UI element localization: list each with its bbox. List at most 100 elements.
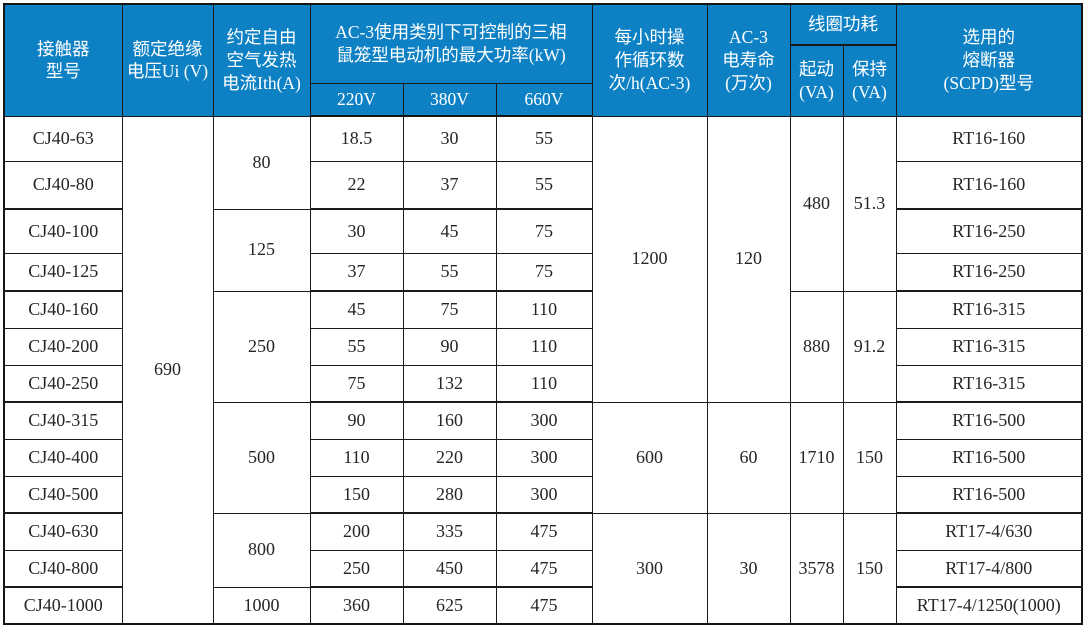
cell-kw380: 75 bbox=[402, 290, 497, 329]
cell-kw220: 22 bbox=[309, 160, 404, 210]
cell-pickup-group: 480 bbox=[789, 115, 844, 292]
cell-model: CJ40-63 bbox=[3, 115, 123, 162]
cell-ith-group: 125 bbox=[212, 208, 311, 292]
cell-kw660: 475 bbox=[495, 512, 593, 551]
cell-kw660: 300 bbox=[495, 438, 593, 477]
cell-kw660: 300 bbox=[495, 475, 593, 514]
table-row: CJ40-100 125 30 45 75 RT16-250 bbox=[3, 208, 1083, 292]
cell-kw220: 250 bbox=[309, 549, 404, 588]
cell-kw220: 30 bbox=[309, 208, 404, 254]
cell-model: CJ40-200 bbox=[3, 327, 123, 366]
cell-kw220: 18.5 bbox=[309, 115, 404, 162]
cell-ith-group: 250 bbox=[212, 290, 311, 403]
cell-ith-group: 1000 bbox=[212, 586, 311, 625]
cell-kw660: 300 bbox=[495, 401, 593, 440]
table-row: CJ40-160 250 45 75 110 880 91.2 RT16-315 bbox=[3, 290, 1083, 403]
cell-cycles-group: 1200 bbox=[591, 115, 708, 403]
cell-kw380: 280 bbox=[402, 475, 497, 514]
cell-kw660: 55 bbox=[495, 115, 593, 162]
cell-life-group: 60 bbox=[706, 401, 791, 514]
cell-ith-group: 80 bbox=[212, 115, 311, 210]
cell-kw220: 200 bbox=[309, 512, 404, 551]
cell-kw220: 37 bbox=[309, 252, 404, 292]
cell-kw380: 220 bbox=[402, 438, 497, 477]
table-body: CJ40-63 690 80 18.5 30 55 1200 120 480 5… bbox=[3, 115, 1083, 625]
cell-kw380: 45 bbox=[402, 208, 497, 254]
cell-kw220: 90 bbox=[309, 401, 404, 440]
cell-kw660: 475 bbox=[495, 586, 593, 625]
cell-model: CJ40-160 bbox=[3, 290, 123, 329]
cell-model: CJ40-125 bbox=[3, 252, 123, 292]
cell-holding-group: 150 bbox=[842, 512, 897, 625]
cell-model: CJ40-80 bbox=[3, 160, 123, 210]
cell-model: CJ40-500 bbox=[3, 475, 123, 514]
cell-fuse: RT16-500 bbox=[895, 438, 1083, 477]
cell-fuse: RT16-315 bbox=[895, 364, 1083, 403]
cell-kw380: 37 bbox=[402, 160, 497, 210]
cell-holding-group: 51.3 bbox=[842, 115, 897, 292]
header-660v: 660V bbox=[495, 82, 593, 117]
cell-pickup-group: 880 bbox=[789, 290, 844, 403]
cell-kw660: 55 bbox=[495, 160, 593, 210]
header-thermal-current: 约定自由 空气发热 电流Ith(A) bbox=[212, 3, 311, 117]
cell-kw380: 160 bbox=[402, 401, 497, 440]
table-row: CJ40-63 690 80 18.5 30 55 1200 120 480 5… bbox=[3, 115, 1083, 625]
header-fuse-model: 选用的 熔断器 (SCPD)型号 bbox=[895, 3, 1083, 117]
cell-kw660: 75 bbox=[495, 208, 593, 254]
table-row: CJ40-1000 1000 360 625 475 RT17-4/1250(1… bbox=[3, 586, 1083, 625]
cell-fuse: RT16-160 bbox=[895, 115, 1083, 162]
cell-kw380: 335 bbox=[402, 512, 497, 551]
cell-kw660: 110 bbox=[495, 364, 593, 403]
table-row: CJ40-80 22 37 55 RT16-160 bbox=[3, 160, 1083, 210]
cell-kw660: 475 bbox=[495, 549, 593, 588]
contactor-spec-table: 接触器 型号 额定绝缘 电压Ui (V) 约定自由 空气发热 电流Ith(A) … bbox=[3, 3, 1083, 625]
cell-holding-group: 150 bbox=[842, 401, 897, 514]
cell-kw380: 625 bbox=[402, 586, 497, 625]
cell-fuse: RT16-315 bbox=[895, 327, 1083, 366]
cell-fuse: RT17-4/1250(1000) bbox=[895, 586, 1083, 625]
cell-model: CJ40-800 bbox=[3, 549, 123, 588]
cell-fuse: RT17-4/630 bbox=[895, 512, 1083, 551]
cell-pickup-group: 3578 bbox=[789, 512, 844, 625]
cell-kw380: 450 bbox=[402, 549, 497, 588]
cell-fuse: RT17-4/800 bbox=[895, 549, 1083, 588]
table-row: CJ40-500 150 280 300 RT16-500 bbox=[3, 475, 1083, 514]
cell-kw220: 55 bbox=[309, 327, 404, 366]
cell-fuse: RT16-160 bbox=[895, 160, 1083, 210]
header-contactor-model: 接触器 型号 bbox=[3, 3, 123, 117]
cell-kw660: 110 bbox=[495, 327, 593, 366]
cell-model: CJ40-400 bbox=[3, 438, 123, 477]
cell-kw380: 132 bbox=[402, 364, 497, 403]
cell-kw380: 30 bbox=[402, 115, 497, 162]
cell-kw220: 45 bbox=[309, 290, 404, 329]
cell-model: CJ40-315 bbox=[3, 401, 123, 440]
table-row: CJ40-250 75 132 110 RT16-315 bbox=[3, 364, 1083, 403]
cell-kw220: 110 bbox=[309, 438, 404, 477]
cell-ith-group: 800 bbox=[212, 512, 311, 588]
cell-fuse: RT16-315 bbox=[895, 290, 1083, 329]
header-coil-pickup: 起动 (VA) bbox=[789, 44, 844, 117]
cell-kw380: 55 bbox=[402, 252, 497, 292]
header-coil-holding: 保持 (VA) bbox=[842, 44, 897, 117]
header-380v: 380V bbox=[402, 82, 497, 117]
cell-fuse: RT16-250 bbox=[895, 252, 1083, 292]
cell-kw660: 75 bbox=[495, 252, 593, 292]
cell-life-group: 30 bbox=[706, 512, 791, 625]
cell-model: CJ40-1000 bbox=[3, 586, 123, 625]
cell-fuse: RT16-250 bbox=[895, 208, 1083, 254]
header-rated-insulation-voltage: 额定绝缘 电压Ui (V) bbox=[121, 3, 214, 117]
cell-kw380: 90 bbox=[402, 327, 497, 366]
cell-kw660: 110 bbox=[495, 290, 593, 329]
cell-holding-group: 91.2 bbox=[842, 290, 897, 403]
cell-cycles-group: 600 bbox=[591, 401, 708, 514]
cell-kw220: 360 bbox=[309, 586, 404, 625]
cell-model: CJ40-100 bbox=[3, 208, 123, 254]
table-row: CJ40-125 37 55 75 RT16-250 bbox=[3, 252, 1083, 292]
table-header: 接触器 型号 额定绝缘 电压Ui (V) 约定自由 空气发热 电流Ith(A) … bbox=[3, 3, 1083, 117]
header-coil-power-group: 线圈功耗 bbox=[789, 3, 897, 46]
header-220v: 220V bbox=[309, 82, 404, 117]
table-row: CJ40-400 110 220 300 RT16-500 bbox=[3, 438, 1083, 477]
header-electrical-life: AC-3 电寿命 (万次) bbox=[706, 3, 791, 117]
table-row: CJ40-315 500 90 160 300 600 60 1710 150 … bbox=[3, 401, 1083, 514]
